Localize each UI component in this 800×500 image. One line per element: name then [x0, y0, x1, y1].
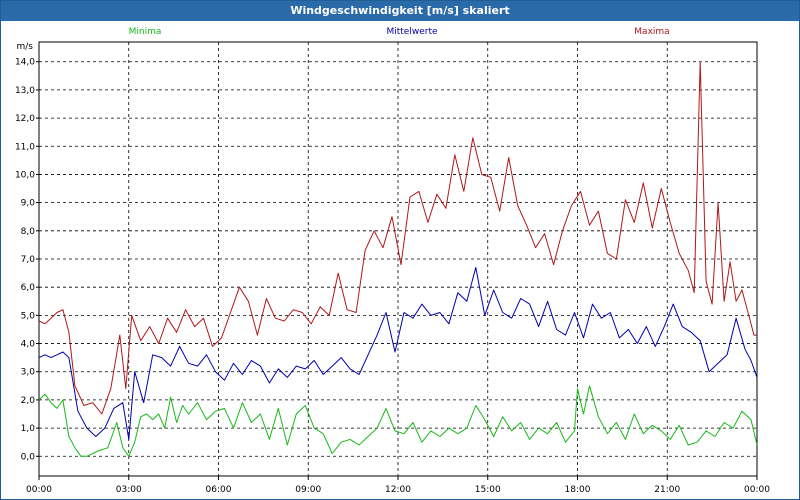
y-axis-label: m/s — [17, 42, 34, 52]
chart-svg: 0,0 1,0 2,0 3,0 4,0 5,0 6,0 7,0 8,0 9,0 10,0 11,0 12… — [15, 27, 770, 495]
x-tick-time: 12:00 — [385, 485, 411, 495]
legend-maxima: Maxima — [634, 27, 669, 37]
x-tick-time: 06:00 — [206, 485, 232, 495]
y-tick-label: 14,0 — [15, 58, 35, 68]
y-tick-label: 10,0 — [15, 170, 35, 180]
x-tick-time: 09:00 — [295, 485, 321, 495]
y-tick-label: 12,0 — [15, 114, 35, 124]
x-tick-time: 15:00 — [475, 485, 501, 495]
y-tick-label: 1,0 — [21, 424, 36, 434]
x-tick-time: 00:00 — [744, 485, 770, 495]
series-maxima-line — [38, 61, 757, 415]
y-tick-label: 6,0 — [21, 283, 36, 293]
x-tick-time: 18:00 — [565, 485, 591, 495]
legend-mittelwerte: Mittelwerte — [386, 27, 437, 37]
series-minima-line — [38, 385, 758, 457]
legend-minima: Minima — [129, 27, 162, 37]
y-tick-label: 9,0 — [21, 199, 36, 209]
x-tick-time: 03:00 — [116, 485, 142, 495]
series-layer — [38, 61, 758, 457]
y-tick-label: 2,0 — [21, 396, 36, 406]
window-title: Windgeschwindigkeit [m/s] skaliert — [1, 1, 799, 21]
series-mittelwerte-line — [38, 267, 758, 440]
x-tick-time: 00:00 — [26, 485, 52, 495]
y-tick-label: 4,0 — [21, 340, 36, 350]
y-axis-ticks: 0,0 1,0 2,0 3,0 4,0 5,0 6,0 7,0 8,0 9,0 10,0 11,0 12… — [15, 58, 39, 462]
y-tick-label: 8,0 — [21, 227, 36, 237]
y-tick-label: 5,0 — [21, 311, 36, 321]
y-tick-label: 3,0 — [21, 368, 36, 378]
y-tick-label: 11,0 — [15, 142, 35, 152]
y-tick-label: 13,0 — [15, 86, 35, 96]
y-tick-label: 0,0 — [21, 452, 36, 462]
x-tick-time: 21:00 — [654, 485, 680, 495]
x-axis-ticks: 00:0018.11.1703:0018.11.1706:0018.11.170… — [26, 476, 770, 495]
grid-lines — [39, 42, 757, 476]
y-tick-label: 7,0 — [21, 255, 36, 265]
